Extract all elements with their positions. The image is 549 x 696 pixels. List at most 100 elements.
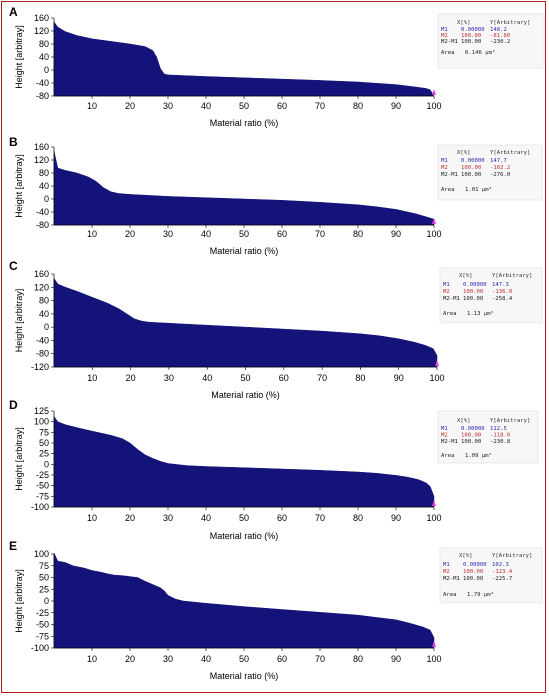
readout-row-y: -123.4 xyxy=(492,569,513,575)
area-fill xyxy=(53,415,435,508)
x-tick-label: 50 xyxy=(240,373,250,383)
x-tick-label: 50 xyxy=(239,513,249,523)
x-tick-label: 60 xyxy=(277,654,287,664)
y-tick-label: 120 xyxy=(34,155,49,165)
readout-row-x: 0.00000 xyxy=(463,562,487,568)
x-tick-label: 60 xyxy=(277,101,287,111)
readout-row-y: 102.3 xyxy=(492,562,509,568)
readout-row-label: M2 xyxy=(443,569,450,575)
x-tick-label: 30 xyxy=(163,513,173,523)
readout-row-label: M2 xyxy=(441,165,448,171)
y-axis-label: Height [arbitray] xyxy=(14,289,24,353)
y-tick-label: -120 xyxy=(31,362,49,372)
x-tick-label: 100 xyxy=(429,373,444,383)
readout-row-label: M2 xyxy=(441,433,448,439)
area-fill xyxy=(53,150,435,226)
readout-row-label: M2-M1 xyxy=(441,172,458,178)
y-tick-label: -40 xyxy=(36,78,49,88)
y-tick-label: 0 xyxy=(44,65,49,75)
readout-row-x: 100.00 xyxy=(463,289,483,295)
y-axis-label: Height [arbitray] xyxy=(14,25,24,89)
x-tick-label: 30 xyxy=(163,654,173,664)
y-tick-label: 0 xyxy=(44,322,49,332)
x-tick-label: 80 xyxy=(353,654,363,664)
readout-row-y: -225.7 xyxy=(492,576,512,582)
y-tick-label: -80 xyxy=(36,220,49,230)
readout-area-value: 1.79 µm² xyxy=(467,591,494,598)
x-tick-label: 10 xyxy=(87,373,97,383)
readout-row-y: -136.0 xyxy=(492,289,512,295)
readout-row-label: M2-M1 xyxy=(443,576,460,582)
x-tick-label: 50 xyxy=(239,101,249,111)
y-tick-label: 160 xyxy=(34,269,49,279)
end-marker xyxy=(432,218,436,224)
area-fill xyxy=(53,552,435,649)
x-tick-label: 30 xyxy=(163,101,173,111)
y-tick-label: 120 xyxy=(34,282,49,292)
readout-row-y: -230.2 xyxy=(490,39,510,45)
y-axis-label: Height [arbitray] xyxy=(14,154,24,218)
readout-area-value: 1.01 µm² xyxy=(465,186,492,193)
end-marker xyxy=(432,641,436,647)
readout-row-x: 100.00 xyxy=(463,569,483,575)
x-tick-label: 40 xyxy=(201,101,211,111)
readout-row-x: 100.00 xyxy=(461,439,481,445)
x-tick-label: 50 xyxy=(239,229,249,239)
readout-header-y: Y[Arbitrary] xyxy=(490,418,530,424)
panel-a: A 160 120 80 40 0 -40 -80 10 20 30 40 50 60 70 80 90 100 M… xyxy=(9,5,545,128)
readout-row-label: M1 xyxy=(441,27,448,33)
readout-row-x: 0.00000 xyxy=(463,282,487,288)
x-tick-label: 20 xyxy=(125,229,135,239)
y-tick-label: -40 xyxy=(36,207,49,217)
readout-row-label: M2 xyxy=(443,289,450,295)
end-marker xyxy=(432,89,436,95)
readout-row-x: 0.00000 xyxy=(461,27,485,33)
y-tick-label: -75 xyxy=(36,491,49,501)
x-tick-label: 80 xyxy=(353,513,363,523)
y-tick-label: 50 xyxy=(39,573,49,583)
area-fill xyxy=(53,277,438,368)
x-tick-label: 80 xyxy=(353,101,363,111)
x-tick-label: 70 xyxy=(317,373,327,383)
readout-header-y: Y[Arbitrary] xyxy=(490,20,530,26)
x-tick-label: 100 xyxy=(426,101,441,111)
y-tick-label: 40 xyxy=(39,52,49,62)
readout-row-y: -81.80 xyxy=(490,33,510,39)
readout-row-y: 147.3 xyxy=(492,282,509,288)
y-tick-label: 120 xyxy=(34,26,49,36)
y-tick-label: -25 xyxy=(36,470,49,480)
readout-row-x: 100.00 xyxy=(463,296,483,302)
y-tick-label: 80 xyxy=(39,168,49,178)
y-tick-label: -40 xyxy=(36,335,49,345)
panel-letter: C xyxy=(9,259,18,273)
readout-row-label: M2 xyxy=(441,33,448,39)
x-tick-label: 70 xyxy=(315,101,325,111)
area-fill xyxy=(53,21,435,97)
x-tick-label: 50 xyxy=(239,654,249,664)
readout-header-x: X[%] xyxy=(457,418,470,424)
y-tick-label: 100 xyxy=(34,417,49,427)
x-tick-label: 60 xyxy=(279,373,289,383)
readout-header-y: Y[Arbitrary] xyxy=(492,553,532,559)
y-tick-label: -50 xyxy=(36,481,49,491)
x-axis-label: Material ratio (%) xyxy=(210,531,279,541)
x-tick-label: 100 xyxy=(426,513,441,523)
x-tick-label: 40 xyxy=(201,513,211,523)
x-tick-label: 30 xyxy=(163,229,173,239)
y-tick-label: 75 xyxy=(39,427,49,437)
readout-row-y: -276.0 xyxy=(490,172,510,178)
readout-row-x: 100.00 xyxy=(461,165,481,171)
readout-row-x: 100.00 xyxy=(461,433,481,439)
readout-row-label: M1 xyxy=(443,282,450,288)
x-tick-label: 20 xyxy=(125,101,135,111)
y-tick-label: 40 xyxy=(39,309,49,319)
readout-row-x: 100.00 xyxy=(461,39,481,45)
x-tick-label: 40 xyxy=(201,229,211,239)
readout-area-label: Area xyxy=(441,453,454,459)
x-tick-label: 20 xyxy=(126,373,136,383)
y-tick-label: -80 xyxy=(36,91,49,101)
panel-letter: B xyxy=(9,135,18,149)
y-tick-label: 0 xyxy=(44,596,49,606)
readout-row-y: -118.0 xyxy=(490,433,510,439)
